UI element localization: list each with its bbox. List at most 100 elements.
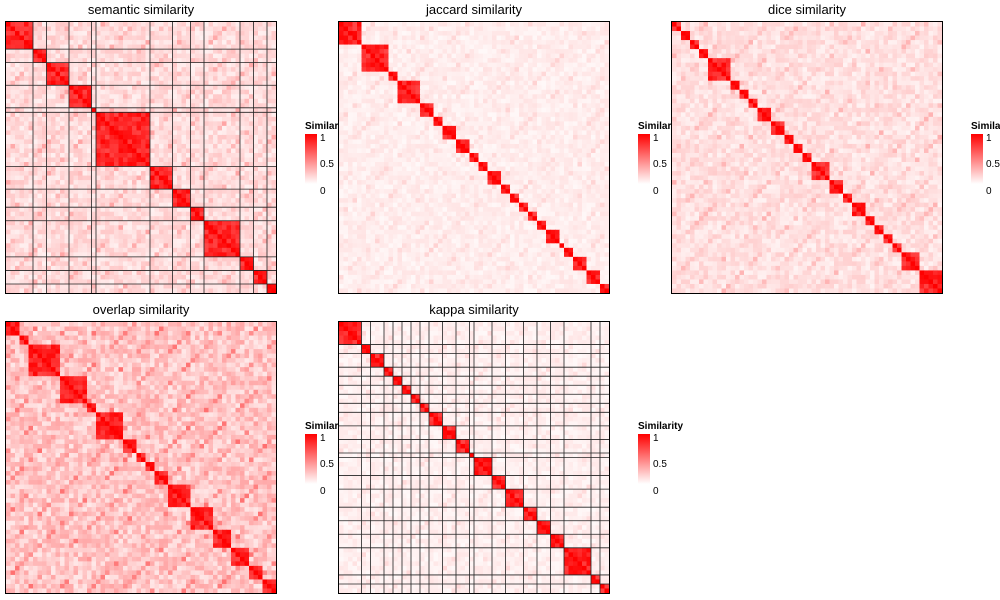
- heatmap-cell: [424, 112, 430, 118]
- heatmap-cell: [100, 193, 106, 199]
- heatmap-cell: [154, 35, 160, 41]
- heatmap-cell: [231, 283, 237, 290]
- heatmap-cell: [433, 40, 439, 46]
- heatmap-cell: [6, 166, 12, 172]
- heatmap-cell: [591, 85, 597, 91]
- heatmap-cell: [37, 62, 43, 68]
- heatmap-cell: [402, 112, 408, 118]
- heatmap-cell: [96, 148, 102, 154]
- heatmap-cell: [55, 98, 61, 104]
- heatmap-cell: [415, 53, 421, 59]
- heatmap-cell: [19, 62, 25, 68]
- heatmap-cell: [208, 193, 214, 199]
- heatmap-cell: [217, 40, 223, 46]
- heatmap-cell: [60, 189, 66, 195]
- heatmap-cell: [46, 35, 52, 41]
- heatmap-cell: [559, 44, 565, 50]
- heatmap-cell: [132, 35, 138, 41]
- heatmap-cell: [10, 283, 16, 290]
- heatmap-cell: [343, 49, 349, 55]
- heatmap-cell: [442, 26, 448, 32]
- heatmap-cell: [10, 53, 16, 59]
- heatmap-cell: [231, 288, 237, 293]
- heatmap-cell: [163, 71, 169, 77]
- heatmap-cell: [186, 256, 192, 262]
- heatmap-cell: [577, 103, 583, 109]
- heatmap-cell: [442, 58, 448, 64]
- heatmap-cell: [199, 180, 205, 186]
- heatmap-cell: [141, 283, 147, 290]
- heatmap-cell: [258, 229, 264, 235]
- heatmap-cell: [159, 216, 165, 222]
- heatmap-cell: [145, 49, 151, 55]
- heatmap-cell: [55, 116, 61, 122]
- heatmap-cell: [69, 175, 75, 181]
- heatmap-cell: [19, 225, 25, 231]
- heatmap-cell: [433, 80, 439, 86]
- heatmap-cell: [249, 40, 255, 46]
- heatmap-cell: [60, 107, 66, 113]
- heatmap-cell: [109, 279, 115, 285]
- heatmap-cell: [420, 85, 426, 91]
- heatmap-cell: [411, 58, 417, 64]
- heatmap-cell: [51, 265, 57, 272]
- heatmap-cell: [235, 89, 241, 95]
- heatmap-cell: [114, 152, 120, 159]
- heatmap-cell: [460, 121, 466, 127]
- heatmap-cell: [199, 171, 205, 177]
- heatmap-cell: [240, 252, 246, 258]
- heatmap-cell: [460, 58, 466, 64]
- heatmap-cell: [582, 76, 588, 82]
- heatmap-cell: [150, 67, 156, 73]
- heatmap-cell: [451, 44, 457, 50]
- heatmap-cell: [91, 26, 97, 32]
- heatmap-cell: [127, 139, 133, 145]
- heatmap-cell: [10, 148, 16, 154]
- heatmap-cell: [271, 53, 276, 59]
- heatmap-cell: [145, 175, 151, 181]
- heatmap-cell: [127, 265, 133, 272]
- heatmap-cell: [514, 98, 520, 104]
- heatmap-cell: [379, 107, 385, 113]
- heatmap-cell: [82, 274, 88, 281]
- heatmap-cell: [123, 152, 129, 159]
- heatmap-cell: [244, 220, 250, 226]
- heatmap-cell: [190, 112, 196, 118]
- heatmap-cell: [222, 234, 228, 240]
- heatmap-cell: [87, 229, 93, 235]
- heatmap-cell: [55, 184, 61, 190]
- heatmap-cell: [28, 112, 34, 118]
- heatmap-cell: [361, 40, 367, 46]
- heatmap-cell: [33, 216, 39, 222]
- heatmap-cell: [573, 31, 579, 37]
- heatmap-cell: [51, 274, 57, 281]
- heatmap-cell: [82, 207, 88, 213]
- heatmap-cell: [73, 216, 79, 222]
- heatmap-cell: [105, 279, 111, 285]
- heatmap-cell: [564, 31, 570, 37]
- heatmap-cell: [501, 49, 507, 55]
- heatmap-cell: [505, 35, 511, 41]
- heatmap-cell: [42, 62, 48, 68]
- heatmap-cell: [222, 171, 228, 177]
- heatmap-cell: [240, 256, 246, 262]
- heatmap-cell: [154, 53, 160, 59]
- heatmap-cell: [384, 89, 390, 95]
- heatmap-cell: [451, 49, 457, 55]
- heatmap-cell: [91, 288, 97, 293]
- heatmap-cell: [82, 234, 88, 240]
- heatmap-cell: [10, 162, 16, 168]
- heatmap-cell: [177, 211, 183, 217]
- heatmap-cell: [6, 94, 12, 100]
- heatmap-cell: [159, 62, 165, 68]
- heatmap-cell: [127, 211, 133, 217]
- heatmap-cell: [123, 288, 129, 293]
- heatmap-cell: [33, 184, 39, 190]
- heatmap-cell: [150, 252, 156, 258]
- heatmap-cell: [235, 62, 241, 68]
- heatmap-cell: [132, 98, 138, 104]
- heatmap-cell: [51, 80, 57, 86]
- heatmap-cell: [253, 26, 259, 32]
- heatmap-cell: [109, 152, 115, 159]
- heatmap-cell: [258, 134, 264, 141]
